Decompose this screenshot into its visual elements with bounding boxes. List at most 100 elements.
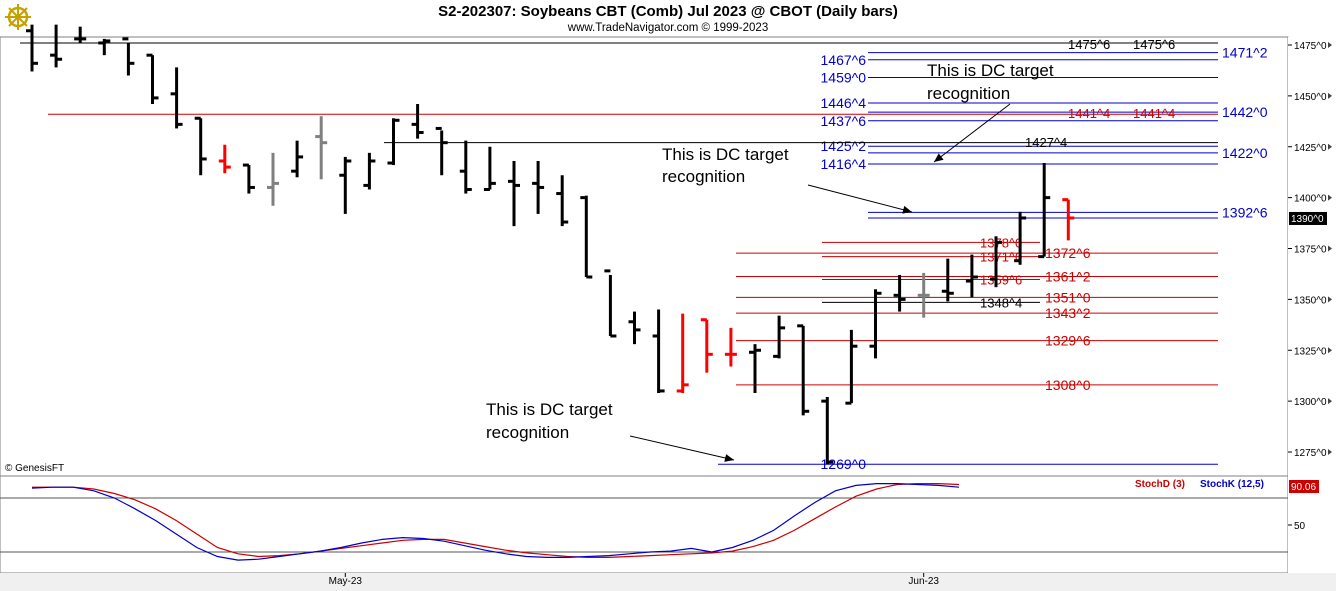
ohlc-bar: [917, 272, 930, 318]
ohlc-bar: [532, 160, 545, 214]
annotation-line2: recognition: [927, 84, 1010, 103]
ohlc-bar: [749, 344, 761, 393]
annotation-line2: recognition: [486, 423, 569, 442]
last-price-label: 1390^0: [1291, 214, 1324, 225]
ohlc-bar: [652, 309, 665, 393]
stochD-legend: StochD (3): [1135, 479, 1185, 490]
ohlc-bar: [363, 152, 376, 190]
ohlc-bar: [50, 24, 63, 68]
y-tick-label: 1450^0: [1294, 92, 1327, 103]
y-tick-arrow: [1328, 194, 1332, 201]
top-level-label: 1441^4: [1133, 106, 1175, 121]
ohlc-bar: [845, 329, 858, 405]
ohlc-bar: [170, 67, 183, 129]
top-level-label: 1475^6: [1068, 37, 1110, 52]
ohlc-bar: [821, 397, 834, 465]
level-label: 1308^0: [1045, 377, 1091, 393]
ohlc-bar: [218, 144, 231, 174]
ohlc-bar: [483, 146, 496, 191]
y-tick-arrow: [1328, 347, 1332, 354]
stochK-series: [31, 483, 960, 561]
x-axis-bar: [0, 573, 1336, 591]
ohlc-bar: [869, 289, 882, 359]
annotation-arrow: [807, 184, 913, 213]
annotation-line1: This is DC target: [486, 400, 613, 419]
y-tick-arrow: [1328, 398, 1332, 405]
ohlc-bar: [604, 269, 617, 338]
ohlc-bar: [387, 118, 400, 166]
ohlc-bar: [990, 236, 1002, 288]
ohlc-bar: [339, 156, 352, 214]
annotation-arrowhead: [902, 205, 912, 214]
ohlc-bar: [797, 324, 810, 416]
ohlc-bar: [700, 318, 713, 373]
annotation-line1: This is DC target: [662, 145, 789, 164]
y-tick-label: 1375^0: [1294, 245, 1327, 256]
annotation-arrow: [933, 103, 1011, 163]
level-label: 1416^4: [821, 156, 867, 172]
level-label: 1348^4: [980, 295, 1022, 310]
ohlc-bar: [893, 274, 906, 312]
stoch-y-tick-label: 50: [1294, 521, 1306, 532]
annotation-line1: This is DC target: [927, 61, 1054, 80]
ohlc-bar: [435, 126, 448, 176]
top-level-label: 1441^4: [1068, 106, 1110, 121]
level-label: 1359^6: [980, 273, 1022, 288]
ohlc-bar: [773, 315, 786, 359]
y-tick-arrow: [1328, 143, 1332, 150]
level-label: 1269^0: [821, 456, 867, 472]
ohlc-bar: [628, 311, 641, 345]
level-label: 1361^2: [1045, 268, 1091, 284]
stoch-value-label: 90.06: [1291, 482, 1316, 493]
ohlc-bar: [411, 104, 424, 139]
y-tick-label: 1300^0: [1294, 397, 1327, 408]
y-tick-arrow: [1328, 92, 1332, 99]
ohlc-bar: [941, 258, 954, 302]
y-tick-arrow: [1328, 42, 1332, 48]
level-label: 1425^2: [821, 138, 867, 154]
y-tick-arrow: [1328, 449, 1332, 455]
level-label: 1371^0: [980, 250, 1022, 265]
stochD-series: [32, 483, 960, 558]
y-tick-label: 1275^0: [1294, 448, 1327, 459]
top-level-label: 1475^6: [1133, 37, 1175, 52]
ohlc-bar: [267, 152, 279, 206]
level-label: 1459^0: [821, 70, 867, 86]
ohlc-bar: [580, 195, 593, 279]
level-label: 1442^0: [1222, 104, 1268, 120]
ship-wheel-icon: [3, 3, 33, 31]
ohlc-bar: [965, 254, 978, 298]
ohlc-bar: [291, 140, 304, 178]
ohlc-bar: [242, 163, 255, 194]
chart-title: S2-202307: Soybeans CBT (Comb) Jul 2023 …: [438, 3, 898, 20]
annotation-line2: recognition: [662, 167, 745, 186]
annotation-arrowhead: [934, 153, 944, 162]
y-tick-label: 1475^0: [1294, 41, 1327, 52]
level-label: 1372^6: [1045, 245, 1091, 261]
level-label: 1392^6: [1222, 204, 1268, 220]
ohlc-bar: [724, 327, 737, 367]
ohlc-bar: [315, 116, 328, 180]
level-label: 1446^4: [821, 95, 867, 111]
stoch-value-box: [1289, 480, 1319, 493]
ohlc-bar: [194, 116, 207, 176]
ohlc-bar: [459, 140, 472, 194]
stochK-legend: StochK (12,5): [1200, 479, 1264, 490]
ohlc-bar: [1038, 163, 1051, 259]
y-tick-arrow: [1328, 296, 1332, 303]
level-label: 1422^0: [1222, 145, 1268, 161]
level-label: 1471^2: [1222, 45, 1268, 61]
annotation-arrow: [629, 435, 735, 461]
ohlc-bar: [146, 53, 159, 105]
y-tick-label: 1425^0: [1294, 143, 1327, 154]
ohlc-bar: [74, 26, 87, 43]
ohlc-bar: [556, 175, 569, 227]
ohlc-bar: [98, 38, 111, 56]
ohlc-bar: [26, 24, 38, 72]
level-label: 1437^6: [821, 113, 867, 129]
ohlc-bar: [676, 313, 689, 393]
x-tick-label: May-23: [329, 576, 363, 587]
level-label: 1343^2: [1045, 305, 1091, 321]
ohlc-bar: [122, 37, 135, 76]
